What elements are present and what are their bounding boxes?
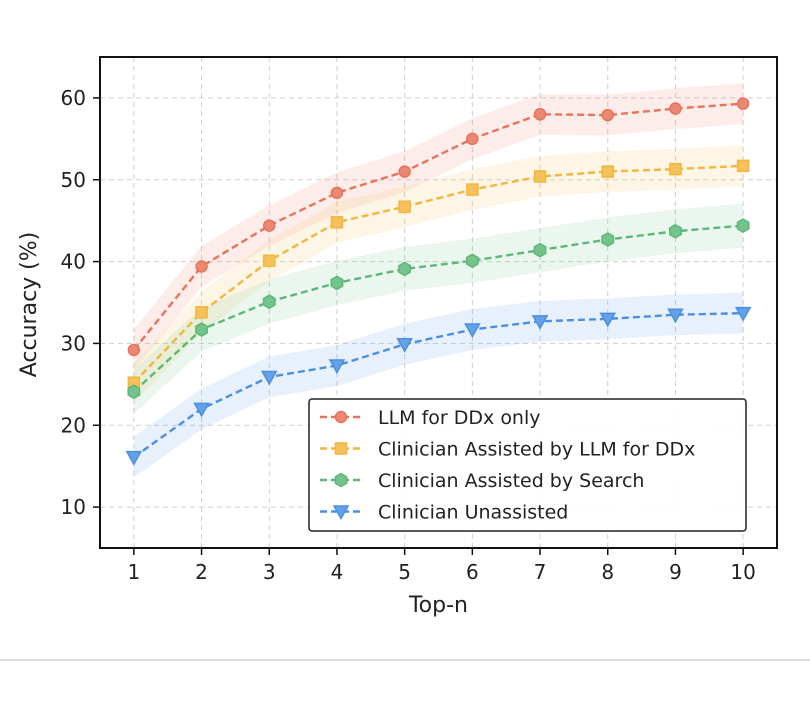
y-tick-label: 60: [61, 86, 86, 110]
point-clinician-assisted-by-llm-for-ddx: [601, 165, 614, 178]
point-llm-for-ddx-only: [601, 108, 614, 122]
point-clinician-unassisted: [734, 306, 752, 322]
y-tick-label: 10: [61, 495, 86, 519]
point-llm-for-ddx-only: [669, 102, 682, 115]
point-llm-for-ddx-only: [736, 97, 750, 110]
band-clinician-assisted-by-search: [133, 203, 744, 414]
x-tick-label: 8: [601, 560, 614, 584]
legend-box: [308, 398, 747, 532]
x-tick-label: 9: [669, 560, 682, 584]
series-lines: [132, 102, 744, 459]
band-llm-for-ddx-only: [133, 83, 744, 371]
point-clinician-assisted-by-search: [465, 253, 479, 269]
x-axis-title: Top-n: [408, 593, 468, 618]
point-clinician-unassisted: [531, 315, 549, 330]
x-tick-label: 1: [127, 560, 140, 584]
line-clinician-assisted-by-llm-for-ddx: [132, 164, 744, 384]
point-clinician-assisted-by-search: [601, 232, 615, 247]
x-tick-label: 6: [466, 560, 479, 584]
legend-label-clinician-assisted-by-search: Clinician Assisted by Search: [378, 470, 644, 492]
point-clinician-assisted-by-search: [127, 384, 141, 400]
y-tick-label: 30: [61, 331, 86, 355]
legend-marker-clinician-assisted-by-llm-for-ddx: [334, 442, 348, 455]
series-markers: [125, 97, 752, 466]
point-clinician-assisted-by-search: [195, 322, 208, 337]
point-clinician-assisted-by-llm-for-ddx: [533, 170, 547, 183]
y-tick-label: 20: [61, 413, 86, 437]
point-llm-for-ddx-only: [533, 108, 547, 121]
point-clinician-assisted-by-llm-for-ddx: [398, 200, 411, 214]
divider: [0, 659, 810, 661]
legend-label-clinician-unassisted: Clinician Unassisted: [378, 502, 568, 524]
point-clinician-assisted-by-llm-for-ddx: [195, 306, 208, 319]
band-clinician-unassisted: [133, 292, 744, 478]
point-llm-for-ddx-only: [398, 165, 411, 178]
y-axis-title: Accuracy (%): [17, 232, 42, 378]
x-tick-label: 7: [534, 560, 547, 584]
point-llm-for-ddx-only: [127, 343, 141, 357]
point-clinician-assisted-by-search: [669, 223, 682, 239]
point-llm-for-ddx-only: [330, 186, 344, 200]
point-clinician-unassisted: [464, 323, 481, 339]
point-llm-for-ddx-only: [195, 260, 208, 273]
x-tick-label: 4: [331, 560, 344, 584]
legend-marker-clinician-unassisted: [332, 505, 350, 521]
x-tick-label: 2: [195, 560, 208, 584]
point-clinician-assisted-by-llm-for-ddx: [669, 162, 682, 176]
point-llm-for-ddx-only: [263, 219, 276, 232]
point-clinician-assisted-by-llm-for-ddx: [466, 183, 479, 196]
legend: LLM for DDx only Clinician Assisted by LL…: [308, 398, 747, 532]
point-clinician-assisted-by-search: [398, 261, 412, 277]
legend-marker-clinician-assisted-by-search: [334, 472, 348, 488]
x-tick-label: 10: [730, 560, 755, 584]
plot-frame: [99, 56, 778, 549]
line-clinician-assisted-by-search: [133, 224, 744, 393]
point-clinician-unassisted: [599, 312, 617, 328]
point-clinician-assisted-by-search: [736, 218, 750, 233]
line-clinician-unassisted: [133, 311, 744, 459]
legend-label-clinician-assisted-by-llm-for-ddx: Clinician Assisted by LLM for DDx: [378, 439, 695, 461]
point-clinician-assisted-by-llm-for-ddx: [263, 254, 276, 268]
y-tick-label: 40: [61, 250, 86, 274]
line-llm-for-ddx-only: [132, 102, 744, 351]
point-clinician-assisted-by-llm-for-ddx: [736, 159, 750, 173]
point-clinician-unassisted: [125, 450, 143, 466]
x-tick-label: 5: [398, 560, 411, 584]
y-tick-label: 50: [61, 168, 86, 192]
point-clinician-unassisted: [396, 337, 413, 353]
axis-ticks: 1 2 3 4 5 6 7 8 9 10 10 20 30 40 50 60: [61, 86, 756, 584]
legend-marker-llm-for-ddx-only: [334, 410, 348, 424]
point-clinician-assisted-by-search: [330, 275, 344, 291]
point-clinician-assisted-by-search: [262, 294, 276, 310]
point-clinician-unassisted: [328, 359, 346, 375]
point-clinician-assisted-by-llm-for-ddx: [330, 216, 344, 229]
legend-label-llm-for-ddx-only: LLM for DDx only: [378, 407, 541, 429]
x-tick-label: 3: [263, 560, 276, 584]
point-llm-for-ddx-only: [466, 132, 479, 146]
point-clinician-assisted-by-search: [533, 242, 547, 258]
point-clinician-unassisted: [667, 308, 684, 324]
point-clinician-unassisted: [260, 370, 278, 386]
point-clinician-unassisted: [193, 402, 210, 418]
